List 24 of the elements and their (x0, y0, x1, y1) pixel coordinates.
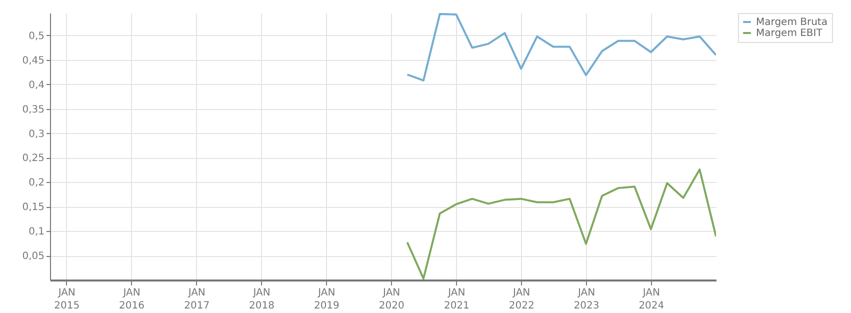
x-tick-label: JAN 2020 (378, 288, 404, 312)
line-series (406, 13, 716, 82)
y-tick-label: 0,3 (28, 128, 44, 140)
x-tick-label: JAN 2017 (184, 288, 210, 312)
y-tick-label: 0,25 (22, 153, 44, 164)
x-tick-label: JAN 2022 (508, 288, 534, 312)
x-tick-label: JAN 2023 (574, 288, 600, 312)
y-tick-label: 0,05 (22, 251, 44, 262)
legend-label: Margem EBIT (756, 28, 824, 39)
y-tick-label: 0,35 (22, 104, 44, 116)
x-tick-label: JAN 2024 (638, 288, 664, 312)
y-tick-label: 0,15 (22, 202, 44, 214)
y-tick-label: 0,45 (22, 55, 44, 66)
x-tick-label: JAN 2015 (54, 288, 80, 312)
y-tick-label: 0,1 (28, 226, 44, 238)
x-tick-label: JAN 2016 (119, 288, 144, 312)
line-series (406, 168, 716, 280)
y-tick-label: 0,5 (28, 30, 44, 42)
x-tick-label: JAN 2018 (249, 288, 274, 312)
y-tick-label: 0,4 (28, 80, 44, 91)
legend-label: Margem Bruta (756, 17, 828, 28)
x-tick-label: JAN 2021 (444, 288, 470, 312)
x-tick-label: JAN 2019 (314, 288, 340, 312)
y-tick-label: 0,2 (28, 178, 44, 189)
